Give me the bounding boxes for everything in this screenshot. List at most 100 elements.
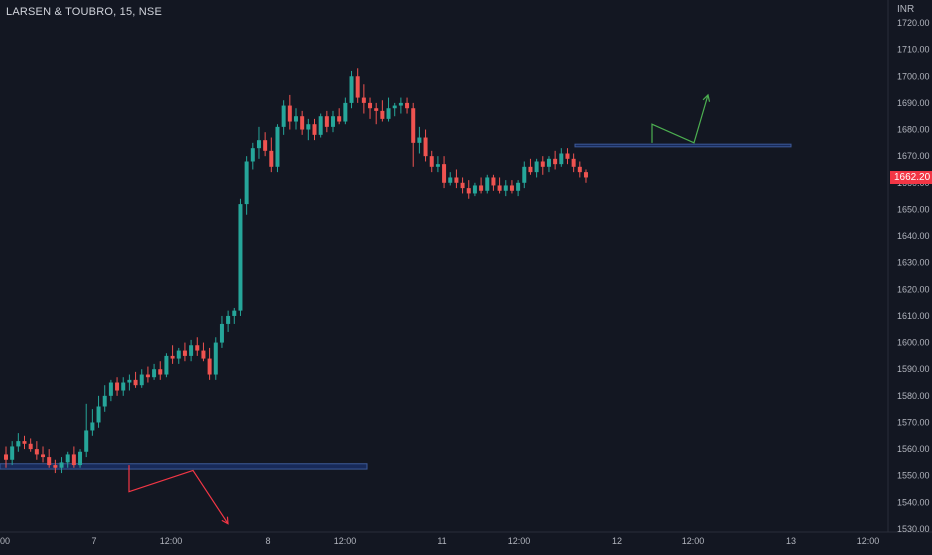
y-tick-label: 1600.00 xyxy=(897,338,930,348)
x-tick-label: 12:00 xyxy=(334,536,357,546)
candle-body xyxy=(442,164,447,183)
candle-body xyxy=(559,153,564,165)
candle-body xyxy=(534,161,539,173)
candle-body xyxy=(207,358,212,375)
candle-body xyxy=(182,350,187,356)
y-tick-label: 1670.00 xyxy=(897,151,930,161)
x-tick-label: 12:00 xyxy=(682,536,705,546)
candle-body xyxy=(337,116,342,122)
candle-body xyxy=(244,161,249,205)
candle-body xyxy=(96,406,101,423)
candle-body xyxy=(115,382,120,391)
candle-body xyxy=(102,395,107,407)
x-tick-label: 12:00 xyxy=(160,536,183,546)
candle-body xyxy=(516,182,521,191)
candle-body xyxy=(417,137,422,143)
x-tick-label: 7 xyxy=(91,536,96,546)
last-price-tag: 1662.20 xyxy=(890,171,932,184)
candle-body xyxy=(84,430,89,452)
candle-body xyxy=(78,451,83,466)
candle-body xyxy=(546,158,551,167)
candle-body xyxy=(435,164,440,167)
candle-body xyxy=(263,140,268,151)
arrow-head xyxy=(702,93,711,102)
trend-arrow xyxy=(651,94,709,144)
candle-body xyxy=(256,140,261,149)
candle-body xyxy=(59,462,64,468)
candle-body xyxy=(472,185,477,194)
candle-body xyxy=(158,369,163,375)
candle-body xyxy=(189,345,194,356)
y-tick-label: 1590.00 xyxy=(897,364,930,374)
y-tick-label: 1710.00 xyxy=(897,45,930,55)
y-tick-label: 1720.00 xyxy=(897,18,930,28)
candle-body xyxy=(374,108,379,111)
candle-body xyxy=(226,315,231,324)
candle-body xyxy=(361,97,366,103)
candle-body xyxy=(491,177,496,186)
y-tick-label: 1650.00 xyxy=(897,204,930,214)
candle-body xyxy=(485,177,490,191)
candle-body xyxy=(331,116,336,127)
candle-body xyxy=(281,105,286,127)
candle-body xyxy=(398,102,403,106)
candle-body xyxy=(145,374,150,378)
x-tick-label: 12 xyxy=(612,536,622,546)
candle-body xyxy=(71,454,76,466)
candle-body xyxy=(219,323,224,343)
symbol-title: LARSEN & TOUBRO, 15, NSE xyxy=(6,6,163,18)
currency-label: INR xyxy=(897,4,915,15)
candle-body xyxy=(108,382,113,396)
candle-body xyxy=(176,350,181,359)
candle-body xyxy=(4,454,8,460)
candle-body xyxy=(250,148,255,162)
candle-body xyxy=(275,126,280,167)
x-tick-label: 12:00 xyxy=(857,536,880,546)
candle-body xyxy=(423,137,428,157)
candle-body xyxy=(170,355,175,359)
candle-body xyxy=(355,76,360,98)
y-tick-label: 1610.00 xyxy=(897,311,930,321)
candle-body xyxy=(324,116,329,127)
candle-body xyxy=(127,379,132,383)
candle-body xyxy=(318,116,323,135)
y-tick-label: 1630.00 xyxy=(897,258,930,268)
candle-body xyxy=(47,457,52,466)
candle-body xyxy=(509,185,514,191)
candle-body xyxy=(121,382,126,391)
candle-body xyxy=(405,102,410,109)
candle-body xyxy=(411,108,416,143)
candle-body xyxy=(392,105,397,109)
candle-body xyxy=(133,379,138,386)
candle-body xyxy=(429,156,434,167)
candle-body xyxy=(386,108,391,119)
candle-body xyxy=(343,102,348,122)
candle-body xyxy=(28,443,33,450)
y-tick-label: 1700.00 xyxy=(897,71,930,81)
candle-body xyxy=(497,185,502,191)
candle-body xyxy=(312,124,317,135)
candle-body xyxy=(583,172,588,178)
y-tick-label: 1570.00 xyxy=(897,417,930,427)
candle-body xyxy=(164,355,169,375)
candle-body xyxy=(306,124,311,130)
y-tick-label: 1540.00 xyxy=(897,497,930,507)
candle-body xyxy=(269,150,274,167)
x-tick-label: 13 xyxy=(786,536,796,546)
candle-body xyxy=(565,153,570,159)
candle-body xyxy=(448,177,453,183)
candle-body xyxy=(201,350,206,359)
x-tick-label: 12:00 xyxy=(508,536,531,546)
candle-body xyxy=(34,449,39,455)
candle-body xyxy=(16,441,21,447)
y-tick-label: 1620.00 xyxy=(897,284,930,294)
candle-body xyxy=(368,102,373,109)
candle-body xyxy=(10,446,15,460)
trend-arrow xyxy=(128,465,229,525)
candle-body xyxy=(195,345,200,351)
candle-body xyxy=(152,369,157,378)
support-zone xyxy=(574,143,792,148)
x-tick-label: 00 xyxy=(0,536,10,546)
